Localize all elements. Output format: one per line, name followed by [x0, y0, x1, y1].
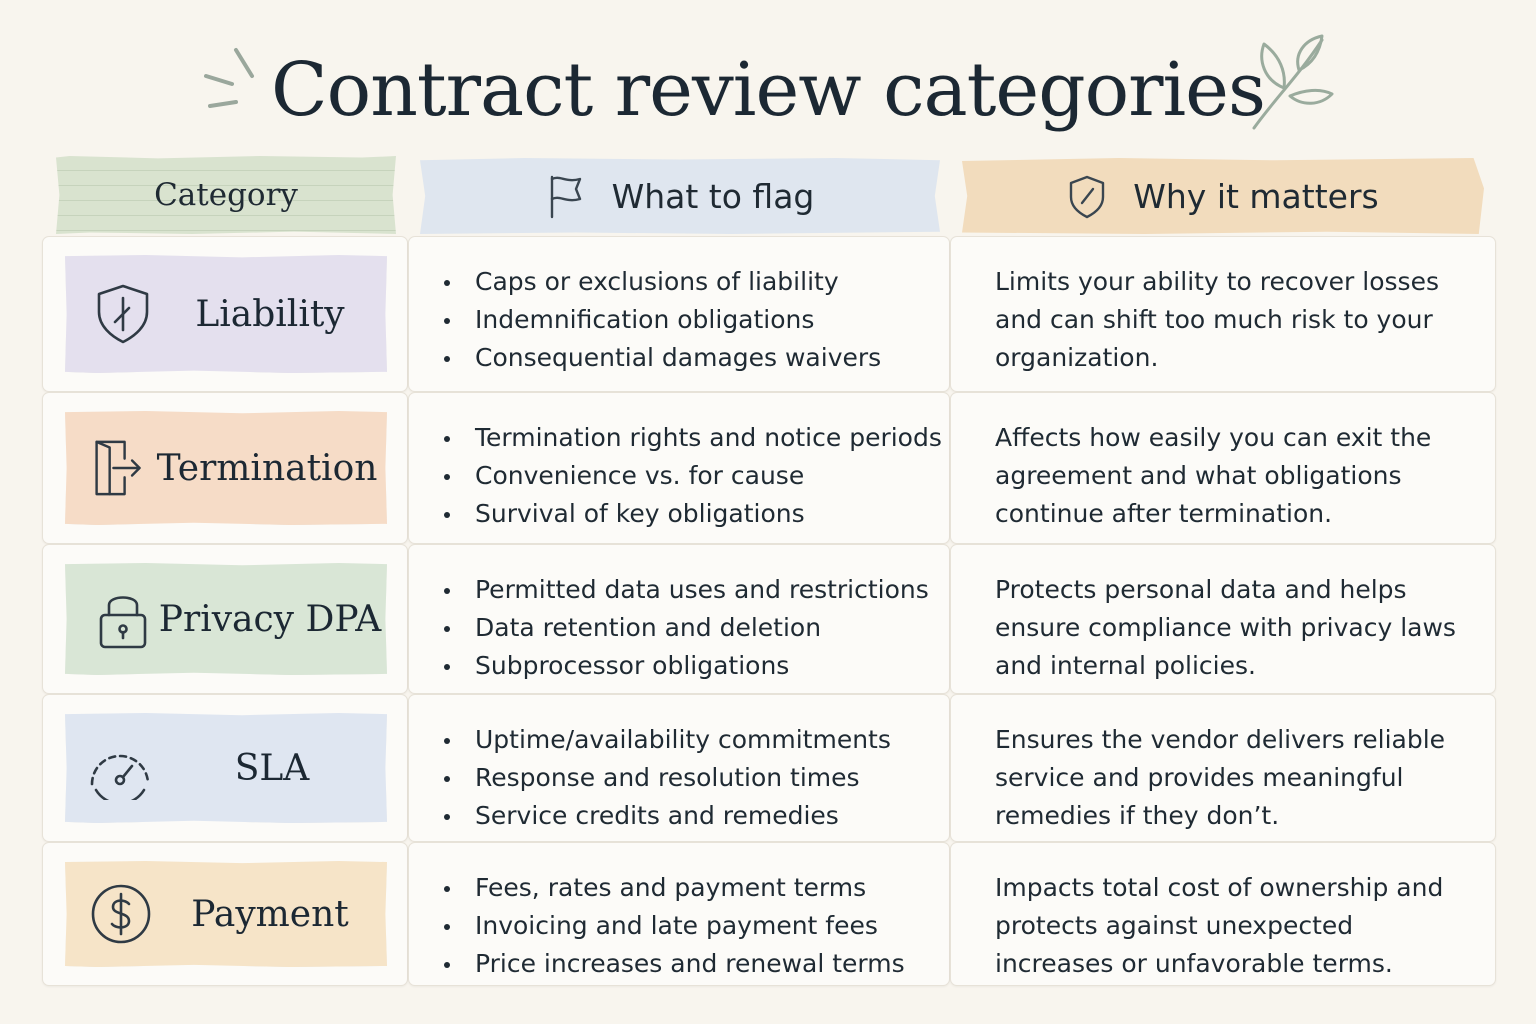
why-cell: Impacts total cost of ownership and prot…	[950, 842, 1496, 986]
column-header-why-label: Why it matters	[1133, 176, 1379, 216]
category-tag-payment: Payment	[65, 861, 387, 967]
why-text: Affects how easily you can exit the agre…	[995, 423, 1432, 528]
why-cell: Limits your ability to recover losses an…	[950, 236, 1496, 392]
why-cell: Affects how easily you can exit the agre…	[950, 392, 1496, 544]
category-cell: Payment	[42, 842, 408, 986]
exit-door-icon	[95, 440, 141, 496]
shield-slash-icon	[1070, 175, 1105, 219]
column-header-category: Category	[56, 156, 396, 234]
flag-list: Termination rights and notice periods Co…	[439, 419, 942, 533]
table-row: Privacy DPA Permitted data uses and rest…	[42, 544, 1496, 694]
category-label: SLA	[234, 747, 310, 789]
title-container: Contract review categories	[0, 40, 1536, 140]
flag-list: Fees, rates and payment terms Invoicing …	[439, 869, 905, 983]
category-cell: Liability	[42, 236, 408, 392]
why-text: Protects personal data and helps ensure …	[995, 575, 1456, 680]
table-row: Payment Fees, rates and payment terms In…	[42, 842, 1496, 986]
flag-cell: Termination rights and notice periods Co…	[408, 392, 950, 544]
list-item: Service credits and remedies	[439, 797, 891, 835]
list-item: Indemnification obligations	[439, 301, 881, 339]
why-text: Impacts total cost of ownership and prot…	[995, 873, 1444, 978]
list-item: Fees, rates and payment terms	[439, 869, 905, 907]
category-tag-sla: SLA	[65, 713, 387, 823]
flag-cell: Permitted data uses and restrictions Dat…	[408, 544, 950, 694]
list-item: Consequential damages waivers	[439, 339, 881, 377]
category-tag-liability: Liability	[65, 255, 387, 373]
why-cell: Ensures the vendor delivers reliable ser…	[950, 694, 1496, 842]
why-text: Ensures the vendor delivers reliable ser…	[995, 725, 1446, 830]
page-title: Contract review categories	[271, 47, 1266, 133]
sparkle-lines-icon	[204, 48, 254, 108]
list-item: Subprocessor obligations	[439, 647, 929, 685]
category-cell: SLA	[42, 694, 408, 842]
list-item: Termination rights and notice periods	[439, 419, 942, 457]
gauge-icon	[90, 754, 150, 800]
table-row: SLA Uptime/availability commitments Resp…	[42, 694, 1496, 842]
flag-list: Permitted data uses and restrictions Dat…	[439, 571, 929, 685]
category-cell: Termination	[42, 392, 408, 544]
flag-cell: Caps or exclusions of liability Indemnif…	[408, 236, 950, 392]
flag-cell: Uptime/availability commitments Response…	[408, 694, 950, 842]
leaf-branch-icon	[1252, 34, 1334, 130]
list-item: Permitted data uses and restrictions	[439, 571, 929, 609]
shield-icon	[97, 284, 149, 344]
flag-list: Uptime/availability commitments Response…	[439, 721, 891, 835]
category-label: Privacy DPA	[158, 598, 382, 640]
column-header-flag-label: What to flag	[611, 176, 815, 216]
list-item: Response and resolution times	[439, 759, 891, 797]
category-label: Liability	[195, 293, 345, 335]
list-item: Invoicing and late payment fees	[439, 907, 905, 945]
category-label: Termination	[156, 447, 378, 489]
padlock-icon	[99, 596, 147, 649]
list-item: Uptime/availability commitments	[439, 721, 891, 759]
table-row: Liability Caps or exclusions of liabilit…	[42, 236, 1496, 392]
list-item: Convenience vs. for cause	[439, 457, 942, 495]
list-item: Data retention and deletion	[439, 609, 929, 647]
category-tag-privacy-dpa: Privacy DPA	[65, 563, 387, 675]
dollar-coin-icon	[91, 884, 151, 944]
list-item: Caps or exclusions of liability	[439, 263, 881, 301]
flag-list: Caps or exclusions of liability Indemnif…	[439, 263, 881, 377]
column-header-category-label: Category	[154, 177, 298, 213]
category-label: Payment	[191, 893, 349, 935]
column-header-why: Why it matters	[962, 158, 1484, 234]
category-cell: Privacy DPA	[42, 544, 408, 694]
column-header-flag: What to flag	[420, 158, 940, 234]
list-item: Price increases and renewal terms	[439, 945, 905, 983]
flag-cell: Fees, rates and payment terms Invoicing …	[408, 842, 950, 986]
table-row: Termination Termination rights and notic…	[42, 392, 1496, 544]
why-text: Limits your ability to recover losses an…	[995, 267, 1439, 372]
why-cell: Protects personal data and helps ensure …	[950, 544, 1496, 694]
list-item: Survival of key obligations	[439, 495, 942, 533]
flag-icon	[550, 175, 581, 219]
category-tag-termination: Termination	[65, 411, 387, 525]
